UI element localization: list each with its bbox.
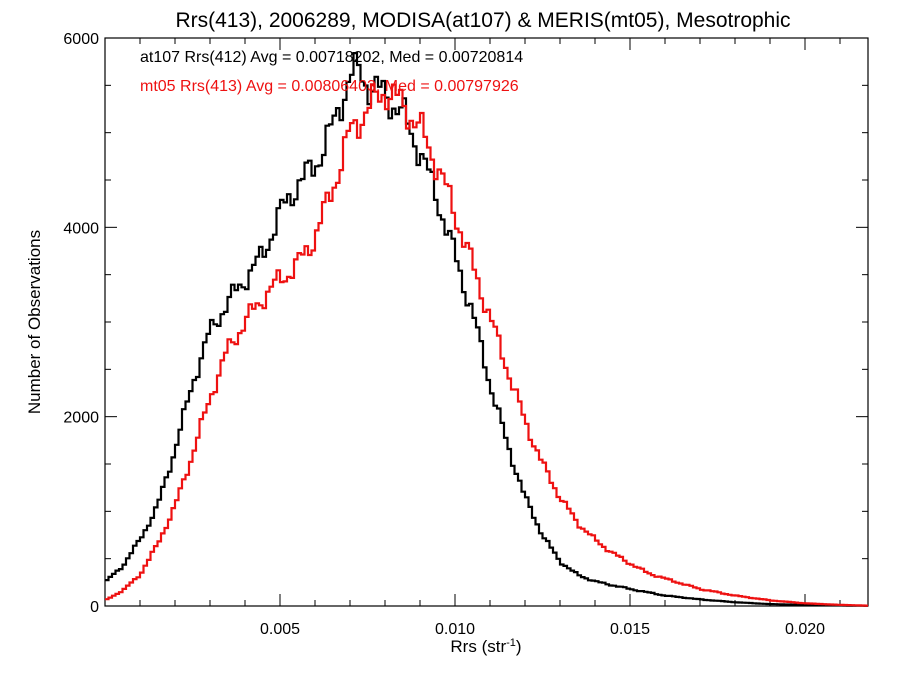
x-tick-label: 0.005 [260,621,300,638]
axis-tick-labels: 0.005 0.010 0.015 0.020 0 2000 4000 6000 [63,31,825,638]
histogram-line-mt05 [105,83,868,607]
legend-entry-at107: at107 Rrs(412) Avg = 0.00718202, Med = 0… [140,49,523,66]
x-tick-label: 0.020 [785,621,825,638]
x-axis-label: Rrs (str-1) [450,637,521,656]
legend-entry-mt05: mt05 Rrs(413) Avg = 0.00806403, Med = 0.… [140,78,519,95]
y-tick-label: 2000 [63,410,99,427]
legend: at107 Rrs(412) Avg = 0.00718202, Med = 0… [140,49,523,95]
y-tick-label: 4000 [63,220,99,237]
histogram-line-at107 [105,52,868,607]
x-tick-label: 0.015 [610,621,650,638]
data-series [105,52,868,607]
y-tick-label: 0 [90,599,99,616]
y-tick-label: 6000 [63,31,99,48]
chart-title: Rrs(413), 2006289, MODISA(at107) & MERIS… [175,9,790,32]
y-axis-label: Number of Observations [25,230,44,414]
x-tick-label: 0.010 [435,621,475,638]
